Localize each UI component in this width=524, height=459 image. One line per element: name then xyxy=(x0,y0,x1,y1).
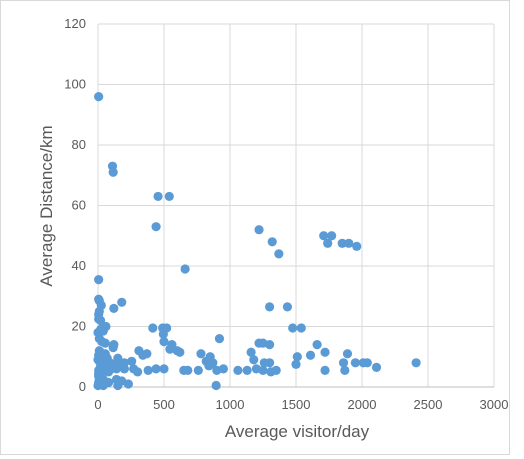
data-point xyxy=(93,380,103,391)
data-point xyxy=(282,302,293,312)
x-tick-label: 0 xyxy=(94,397,101,412)
data-point xyxy=(338,358,349,368)
data-point xyxy=(138,350,148,360)
data-point xyxy=(103,367,114,377)
data-point xyxy=(274,249,284,259)
x-tick-label: 2000 xyxy=(348,397,377,412)
data-point xyxy=(344,238,354,248)
y-tick-label: 100 xyxy=(64,77,86,92)
data-point xyxy=(159,337,169,347)
data-point xyxy=(109,303,119,313)
y-tick-labels: 0 20 40 60 80 100 120 xyxy=(64,16,86,394)
data-point xyxy=(196,349,206,359)
data-point xyxy=(411,358,421,368)
data-point xyxy=(320,347,330,357)
data-point xyxy=(100,338,110,348)
data-point xyxy=(288,323,298,333)
y-tick-label: 0 xyxy=(79,379,86,394)
x-tick-label: 1000 xyxy=(216,397,245,412)
data-point xyxy=(117,297,127,307)
data-point xyxy=(204,361,214,371)
data-point xyxy=(296,323,306,333)
data-point xyxy=(320,365,330,375)
data-point xyxy=(327,231,337,241)
data-point xyxy=(350,358,360,368)
data-point xyxy=(119,364,129,374)
y-tick-label: 80 xyxy=(72,137,86,152)
y-axis-title: Average Distance/km xyxy=(37,125,56,286)
data-point xyxy=(164,191,174,202)
gridlines xyxy=(98,23,495,387)
y-tick-label: 120 xyxy=(64,16,86,31)
data-point xyxy=(249,355,259,365)
data-point xyxy=(323,238,333,248)
data-point xyxy=(123,379,133,389)
data-point xyxy=(183,365,193,375)
data-points xyxy=(93,92,421,391)
data-point xyxy=(193,365,203,375)
data-point xyxy=(133,367,143,377)
data-point xyxy=(371,362,382,372)
y-tick-label: 20 xyxy=(72,319,86,334)
data-point xyxy=(148,323,158,333)
chart-frame xyxy=(0,0,510,455)
data-point xyxy=(362,358,372,368)
data-point xyxy=(111,364,122,374)
data-point xyxy=(305,350,316,360)
data-point xyxy=(94,275,104,285)
data-point xyxy=(151,222,161,232)
data-point xyxy=(151,364,161,374)
data-point xyxy=(291,359,301,369)
y-tick-label: 40 xyxy=(72,258,86,273)
data-point xyxy=(108,167,118,177)
data-point xyxy=(180,264,190,274)
data-point xyxy=(158,329,168,339)
x-tick-label: 1500 xyxy=(282,397,311,412)
x-tick-label: 500 xyxy=(153,397,175,412)
data-point xyxy=(165,344,175,354)
x-tick-label: 3000 xyxy=(480,397,509,412)
data-point xyxy=(265,340,275,350)
data-point xyxy=(267,237,277,247)
data-point xyxy=(153,191,163,202)
data-point xyxy=(246,347,256,357)
data-point xyxy=(254,225,264,235)
data-point xyxy=(94,92,104,102)
data-point xyxy=(292,352,302,362)
data-point xyxy=(271,365,281,375)
x-axis-title: Average visitor/day xyxy=(225,422,370,441)
data-point xyxy=(127,356,137,366)
y-tick-label: 60 xyxy=(72,198,86,213)
data-point xyxy=(312,340,322,350)
data-point xyxy=(265,358,275,368)
data-point xyxy=(108,343,118,353)
data-point xyxy=(211,380,221,391)
data-point xyxy=(265,302,275,312)
data-point xyxy=(340,365,350,375)
x-tick-labels: 0 500 1000 1500 2000 2500 3000 xyxy=(94,397,508,412)
data-point xyxy=(159,364,169,374)
data-point xyxy=(258,365,268,375)
data-point xyxy=(337,238,347,248)
data-point xyxy=(143,365,153,375)
data-point xyxy=(96,315,106,326)
data-point xyxy=(242,365,252,375)
data-point xyxy=(214,334,225,344)
data-point xyxy=(218,364,228,374)
data-point xyxy=(113,380,123,391)
x-tick-label: 2500 xyxy=(414,397,443,412)
data-point xyxy=(233,365,243,375)
data-point xyxy=(352,241,362,251)
data-point xyxy=(319,231,329,241)
data-point xyxy=(342,349,353,359)
data-point xyxy=(175,347,185,357)
